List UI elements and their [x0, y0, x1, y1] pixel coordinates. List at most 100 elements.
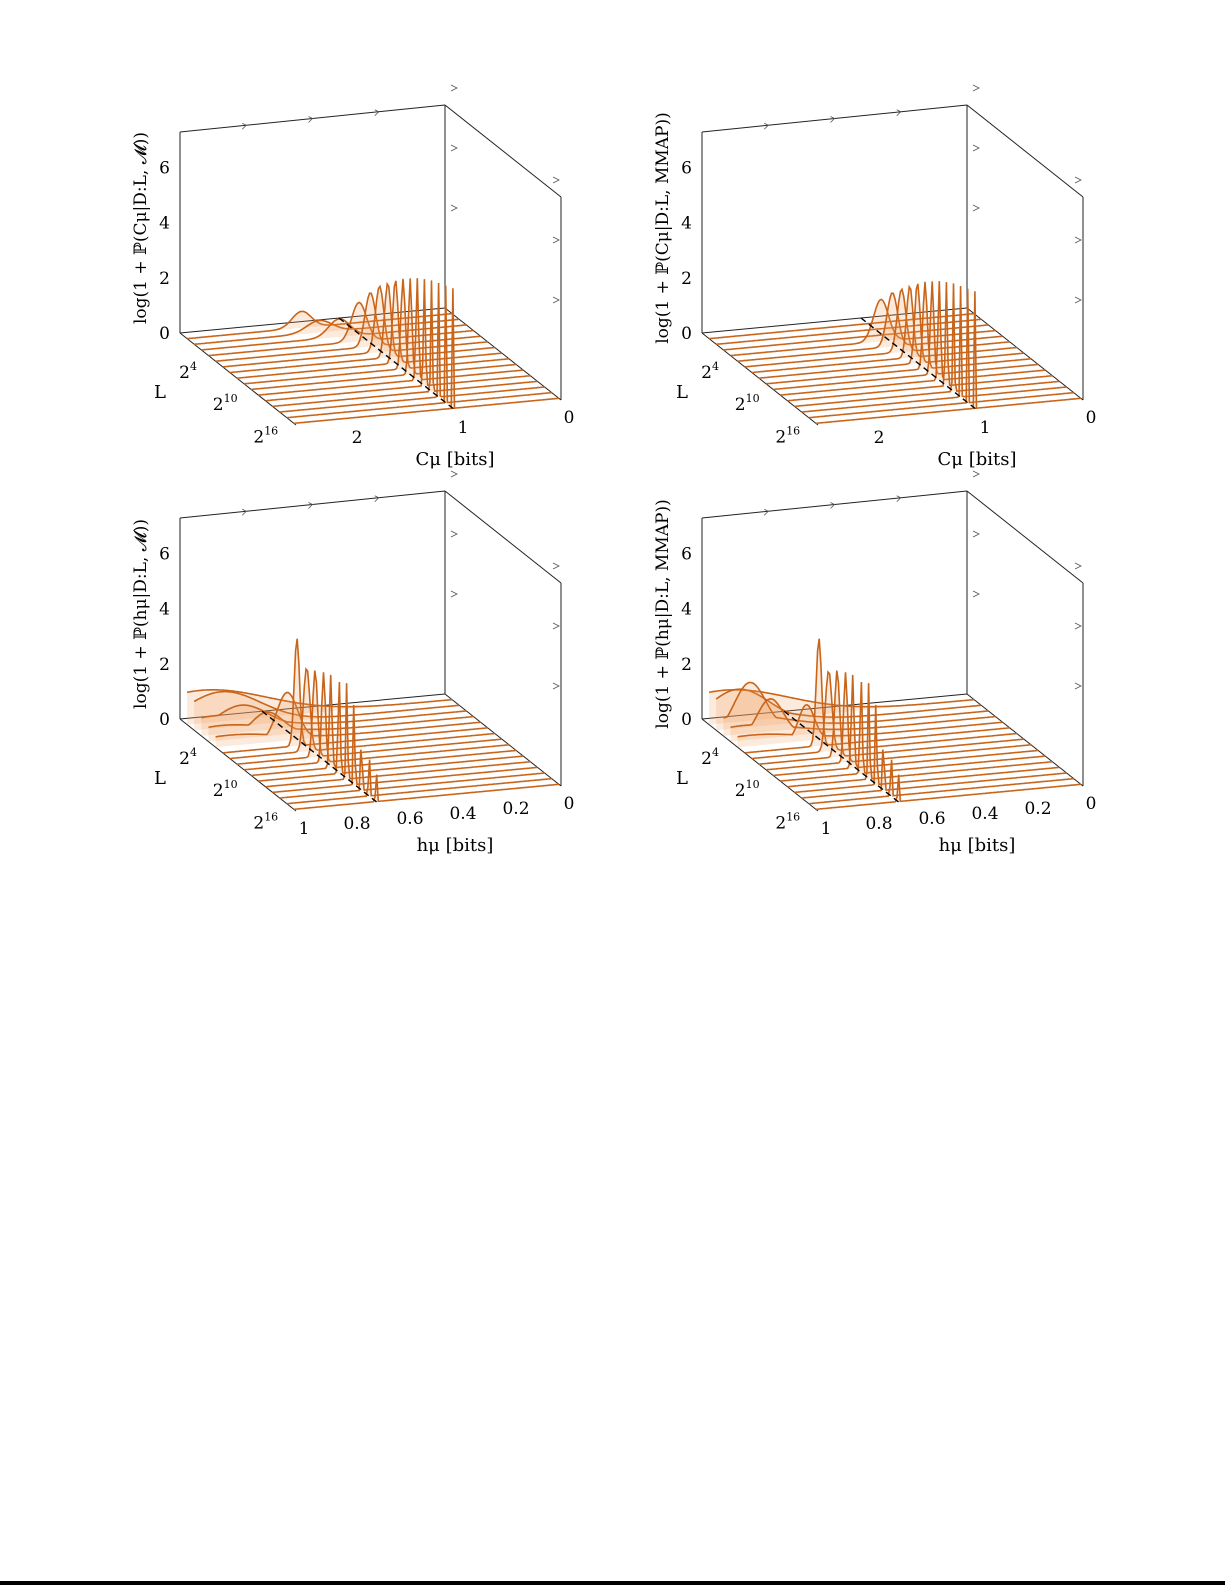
- y-tick-label: 216: [775, 810, 800, 833]
- z-tick-label: 2: [681, 655, 692, 675]
- wall-tick: [896, 109, 902, 117]
- y-tick-label: 24: [701, 360, 719, 383]
- ridge-line: [265, 683, 531, 788]
- ridge-line: [222, 284, 488, 368]
- z-tick-label: 2: [159, 655, 170, 675]
- ridge-line: [293, 774, 559, 811]
- x-tick-label: 0.4: [971, 804, 998, 824]
- y-tick-label: 216: [253, 810, 278, 833]
- ridge-line: [751, 284, 1017, 374]
- ridge-line: [815, 774, 1081, 811]
- z-tick-label: 0: [159, 324, 170, 344]
- x-tick-label: 0.2: [1024, 799, 1051, 819]
- ridge-line: [773, 281, 1039, 391]
- y-tick-label: 210: [213, 778, 238, 801]
- wall-tick: [308, 502, 314, 509]
- z-axis-label: log(1 + ℙ(hμ|D:L, 𝓜)): [131, 519, 151, 709]
- ridge-line: [815, 291, 1081, 425]
- ridge-line: [723, 681, 989, 724]
- z-tick-label: 6: [159, 544, 170, 564]
- z-tick-label: 4: [681, 214, 692, 234]
- ridge-line: [279, 749, 545, 799]
- ridge-line: [208, 301, 474, 357]
- panel-cmu-map: 0 2 4 6 2 1 0 24 210 216 L Cμ [bits] log(1 + ℙ(Cμ|D:…: [522, 0, 1134, 480]
- ridge-line: [730, 298, 996, 357]
- x-tick-label: 0: [564, 794, 575, 814]
- x-tick-label: 0.6: [918, 809, 945, 829]
- floor-left-edge: [179, 718, 297, 812]
- true-value-line: [338, 317, 456, 411]
- x-tick-label: 0.8: [343, 814, 370, 834]
- ridge-line: [186, 688, 453, 708]
- wall-tick: [972, 144, 980, 152]
- wall-tick: [552, 236, 560, 244]
- wall-tick: [552, 622, 560, 630]
- ridge-line: [258, 278, 524, 396]
- ridge-line: [272, 280, 538, 408]
- wall-tick: [763, 122, 769, 130]
- wall-tick: [450, 590, 458, 598]
- ridge-fill: [201, 318, 467, 350]
- ridge-line: [193, 690, 460, 718]
- x-axis-label: Cμ [bits]: [938, 449, 1017, 470]
- y-axis-label: L: [154, 382, 166, 403]
- wall-tick: [241, 122, 247, 130]
- floor-right-edge: [444, 307, 562, 401]
- wall-tick: [450, 470, 458, 478]
- y-axis-label: L: [676, 768, 688, 789]
- z-axis-label: log(1 + ℙ(hμ|D:L, MMAP)): [653, 499, 673, 728]
- ridge-line: [794, 283, 1060, 408]
- z-tick-label: 6: [681, 158, 692, 178]
- wall-tick: [972, 204, 980, 212]
- z-tick-label: 0: [681, 324, 692, 344]
- y-axis-label: L: [154, 768, 166, 789]
- floor-right-edge: [966, 307, 1084, 401]
- x-tick-label: 1: [299, 819, 310, 839]
- ridgelines: [186, 638, 559, 811]
- wall-tick: [896, 495, 902, 503]
- wall-tick: [1074, 622, 1082, 630]
- ridge-line: [293, 288, 559, 425]
- floor-right-edge: [444, 693, 562, 787]
- y-tick-label: 24: [179, 746, 197, 769]
- x-tick-label: 2: [352, 428, 363, 448]
- y-axis-label: L: [676, 382, 688, 403]
- x-axis-label: hμ [bits]: [939, 835, 1016, 856]
- ridge-fill: [201, 705, 467, 736]
- x-tick-label: 0: [1086, 408, 1097, 428]
- wall-tick: [1074, 236, 1082, 244]
- z-tick-label: 2: [681, 269, 692, 289]
- ridge-line: [780, 281, 1046, 396]
- ridge-line: [801, 749, 1067, 799]
- z-tick-label: 0: [159, 710, 170, 730]
- x-axis-label: hμ [bits]: [417, 835, 494, 856]
- ridge-fill: [730, 698, 996, 742]
- ridge-line: [251, 278, 517, 391]
- ridge-line: [744, 287, 1010, 368]
- wall-tick: [763, 508, 769, 516]
- x-tick-label: 1: [458, 418, 469, 438]
- ridge-line: [773, 674, 1039, 777]
- wall-tick: [552, 296, 560, 304]
- z-tick-label: 6: [159, 158, 170, 178]
- floor-left-edge: [701, 332, 819, 426]
- ridge-line: [229, 667, 495, 760]
- ridgelines: [708, 638, 1081, 811]
- wall-tick: [1074, 562, 1082, 570]
- z-tick-label: 6: [681, 544, 692, 564]
- wall-tick: [552, 176, 560, 184]
- z-tick-label: 4: [159, 600, 170, 620]
- floor-left-edge: [179, 332, 297, 426]
- x-tick-label: 0.4: [449, 804, 476, 824]
- side-top-edge: [966, 104, 1084, 198]
- ridge-line: [243, 672, 510, 771]
- x-tick-label: 0.6: [396, 809, 423, 829]
- wall-tick: [830, 116, 836, 123]
- true-value-line: [860, 317, 978, 411]
